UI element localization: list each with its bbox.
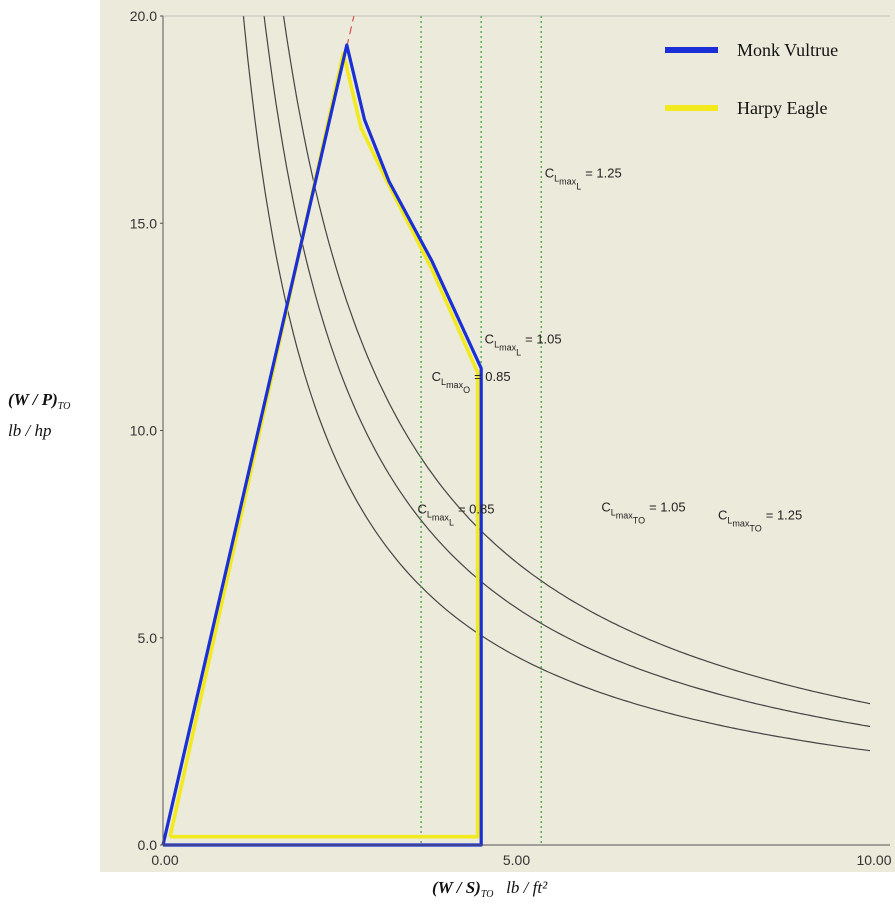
x-tick-label: 0.00 [151,852,178,868]
series-layer [161,43,483,847]
reference-curves [242,16,871,752]
x-axis-label: (W / S)TO lb / ft² [432,878,547,900]
reference-curve-3 [282,16,871,705]
legend-label-1: Monk Vultrue [737,40,838,60]
y-tick-label: 20.0 [130,8,157,24]
curve-annotation-6: CLmaxTO= 1.25 [718,508,802,534]
curve-annotation-5: CLmaxTO= 1.05 [601,499,685,525]
curve-annotations: CLmaxL= 1.25 CLmaxL= 1.05 CLmaxO= 0.85 CLma… [418,166,803,534]
series-line-harpy-eagle [168,51,480,839]
y-tick-label: 10.0 [130,423,157,439]
curve-annotation-3: CLmaxO= 0.85 [432,369,511,395]
y-tick-label: 15.0 [130,215,157,231]
tick-labels: 0.0 5.0 10.0 15.0 20.0 0.00 5.00 10.00 [130,8,892,868]
reference-curve-2 [263,16,871,728]
y-tick-label: 0.0 [138,837,158,853]
plot-background [100,0,895,872]
x-tick-label: 5.00 [503,852,530,868]
series-line-monk-vultrue [161,43,483,847]
y-axis-label-text: (W / P)TO lb / hp [8,390,71,440]
x-tick-label: 10.00 [856,852,891,868]
curve-annotation-1: CLmaxL= 1.25 [545,166,622,192]
reference-curve-1 [242,16,871,752]
legend-label-2: Harpy Eagle [737,98,827,118]
curve-annotation-2: CLmaxL= 1.05 [485,331,562,357]
legend: Monk Vultrue Harpy Eagle [665,40,838,118]
x-axis-label-text: (W / S)TO lb / ft² [432,878,548,900]
y-axis-label: (W / P)TO lb / hp [8,388,108,443]
curve-annotation-4: CLmaxL= 0.85 [418,501,495,527]
y-tick-label: 5.0 [138,630,158,646]
